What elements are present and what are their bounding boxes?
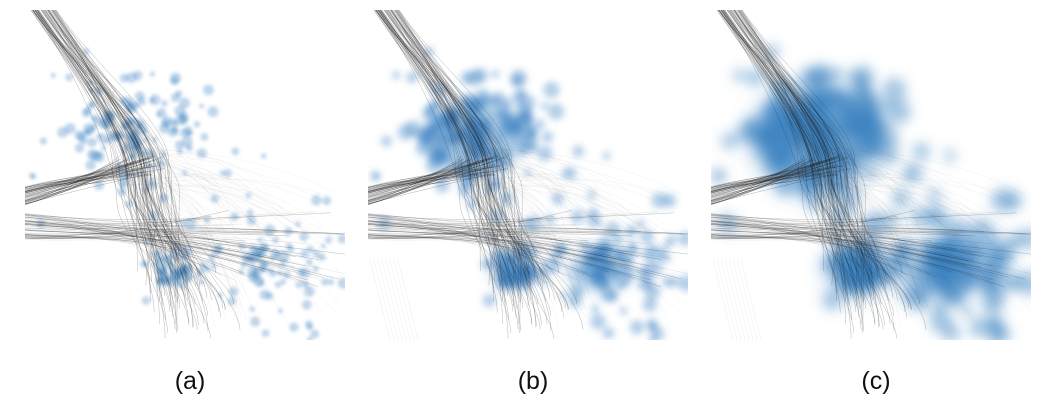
panel-c-visualization <box>711 10 1031 340</box>
panel-b-visualization <box>368 10 688 340</box>
visualization-svg-a <box>25 10 345 340</box>
visualization-svg-c <box>711 10 1031 340</box>
caption-c: (c) <box>861 367 891 395</box>
panel-a-visualization <box>25 10 345 340</box>
caption-b: (b) <box>517 367 549 395</box>
edge-bundles-b <box>368 10 688 339</box>
edge-bundles-a <box>25 10 345 339</box>
node-points-b <box>370 46 688 340</box>
edge-bundles-c <box>711 10 1031 339</box>
caption-a: (a) <box>174 367 206 395</box>
faint-edges-c <box>712 259 762 340</box>
node-points-a <box>29 48 345 340</box>
visualization-svg-b <box>368 10 688 340</box>
faint-edges-b <box>369 259 419 340</box>
